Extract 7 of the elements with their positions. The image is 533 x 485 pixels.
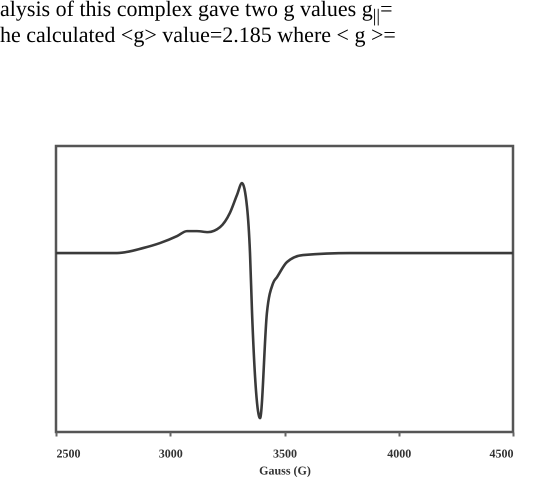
x-tick-label: 3500 — [273, 446, 297, 460]
text: alysis of this complex gave two g values g$_{||}$= — [0, 0, 394, 26]
x-tick-label: 3000 — [158, 446, 183, 460]
x-tick-label: 4500 — [490, 446, 514, 460]
x-tick-label: 4000 — [387, 446, 412, 460]
x-tick-label: 2500 — [56, 446, 80, 460]
x-axis-title: Gauss (G) — [259, 464, 311, 478]
